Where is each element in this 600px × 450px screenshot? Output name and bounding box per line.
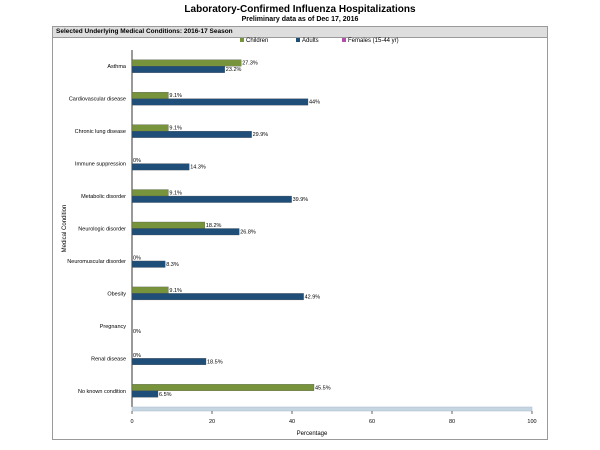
bar-adults xyxy=(131,228,240,236)
category-label: Obesity xyxy=(107,291,126,297)
data-label: 9.1% xyxy=(169,288,182,294)
bar-children xyxy=(131,384,315,391)
category-label: Neurologic disorder xyxy=(78,227,126,233)
x-axis-band xyxy=(131,406,533,412)
bar-adults xyxy=(131,260,166,268)
chart-title: Laboratory-Confirmed Influenza Hospitali… xyxy=(184,4,416,15)
bar-adults xyxy=(131,293,304,301)
bar-adults xyxy=(131,195,292,203)
x-tick-label: 0 xyxy=(130,419,133,425)
data-label: 6.5% xyxy=(159,392,172,398)
data-label: 8.3% xyxy=(166,262,179,268)
y-axis-title: Medical Condition xyxy=(62,205,68,253)
panel-title: Selected Underlying Medical Conditions: … xyxy=(53,27,547,38)
data-label: 0% xyxy=(133,255,141,261)
data-label: 42.9% xyxy=(305,294,321,300)
x-tick-label: 100 xyxy=(527,419,536,425)
data-label: 14.3% xyxy=(190,165,206,171)
data-label: 0% xyxy=(133,353,141,359)
x-axis-title: Percentage xyxy=(297,431,328,437)
bar-children xyxy=(131,92,169,99)
data-label: 39.9% xyxy=(293,197,309,203)
bar-children xyxy=(131,189,169,197)
x-tick-label: 20 xyxy=(209,419,215,425)
legend-swatch-3 xyxy=(342,38,346,42)
bar-children xyxy=(131,221,205,229)
category-label: Pregnancy xyxy=(100,324,127,330)
bar-children xyxy=(131,286,169,294)
data-label: 0% xyxy=(133,329,141,335)
legend-label-1: Children xyxy=(246,38,268,44)
data-label: 18.2% xyxy=(206,223,222,229)
category-label: Cardiovascular disease xyxy=(69,97,126,103)
category-label: Chronic lung disease xyxy=(75,129,126,135)
bar-adults xyxy=(131,390,159,398)
data-label: 44% xyxy=(309,100,320,106)
data-label: 26.8% xyxy=(240,230,256,236)
category-label: Immune suppression xyxy=(75,162,126,168)
data-label: 27.3% xyxy=(242,61,258,67)
legend-label-2: Adults xyxy=(302,38,319,44)
x-tick-label: 80 xyxy=(449,419,455,425)
chart-panel: Selected Underlying Medical Conditions: … xyxy=(52,26,548,440)
bar-adults xyxy=(131,98,309,106)
data-label: 45.5% xyxy=(315,385,331,391)
category-label: No known condition xyxy=(78,389,126,395)
category-label: Metabolic disorder xyxy=(81,194,126,200)
legend-swatch-2 xyxy=(296,38,300,42)
x-tick-label: 60 xyxy=(369,419,375,425)
category-label: Asthma xyxy=(107,64,127,70)
data-label: 9.1% xyxy=(169,93,182,99)
legend-swatch-1 xyxy=(240,38,244,42)
data-label: 23.2% xyxy=(226,67,242,73)
category-label: Renal disease xyxy=(91,356,126,362)
data-label: 0% xyxy=(133,158,141,164)
data-label: 29.9% xyxy=(253,132,269,138)
data-label: 18.5% xyxy=(207,359,223,365)
bar-adults xyxy=(131,358,207,365)
bar-children xyxy=(131,124,169,132)
legend-label-3: Females (15-44 yr) xyxy=(348,38,399,44)
bar-children xyxy=(131,59,242,67)
x-tick-label: 40 xyxy=(289,419,295,425)
data-label: 9.1% xyxy=(169,191,182,197)
bar-adults xyxy=(131,163,190,171)
bar-adults xyxy=(131,66,225,73)
category-label: Neuromuscular disorder xyxy=(67,259,126,265)
data-label: 9.1% xyxy=(169,126,182,132)
bar-adults xyxy=(131,130,252,138)
chart-subtitle: Preliminary data as of Dec 17, 2016 xyxy=(241,16,359,23)
